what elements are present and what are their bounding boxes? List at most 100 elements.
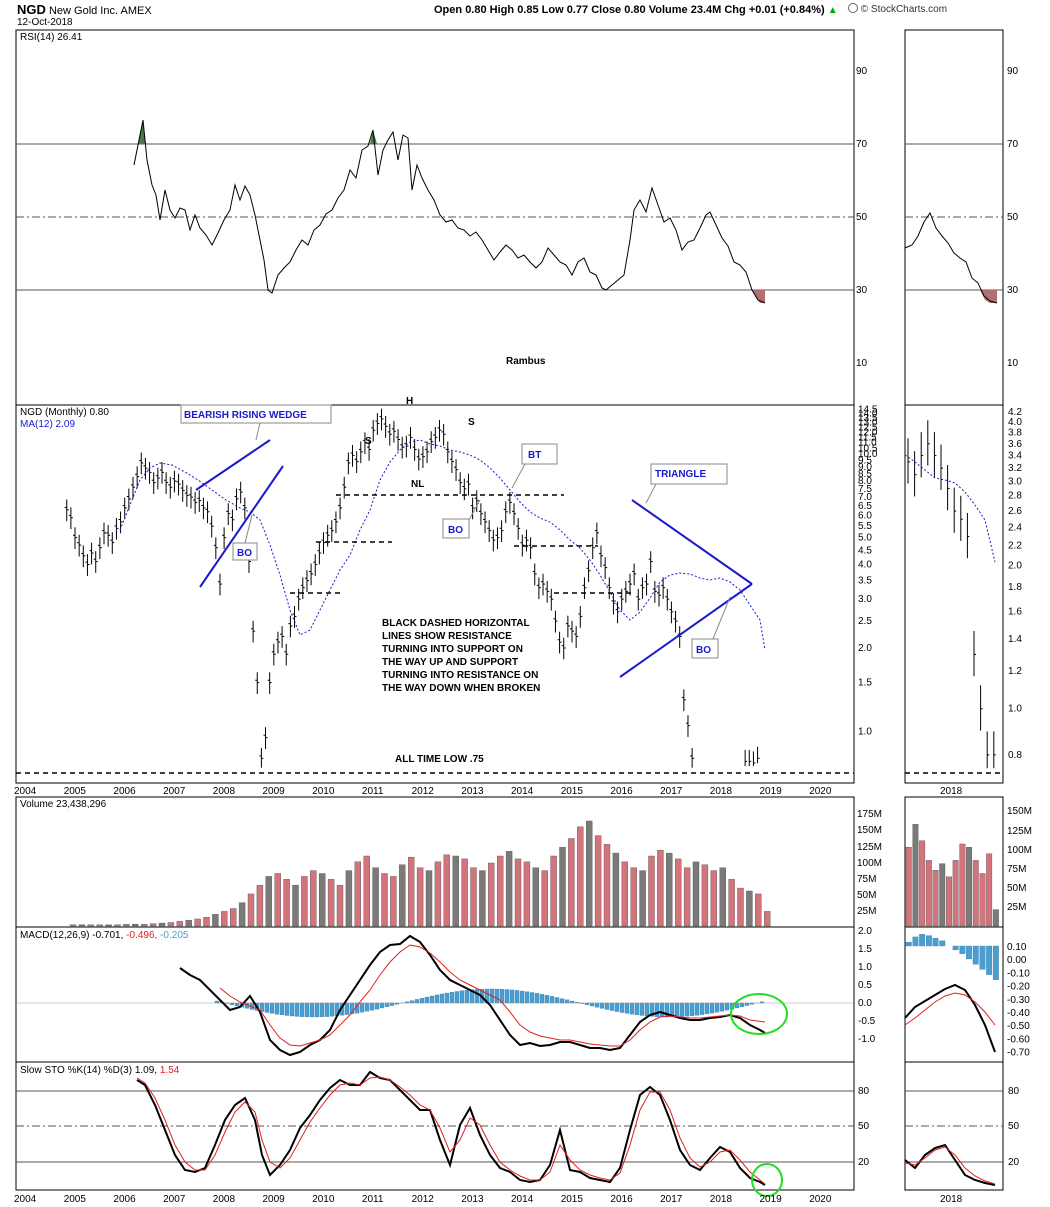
zoom-price-bar (986, 731, 990, 769)
volume-bar (666, 852, 673, 927)
volume-bar (221, 911, 228, 927)
zoom-macd-hist-bar (919, 934, 926, 947)
price-bar (412, 439, 417, 461)
zoom-macd-tick: -0.60 (1007, 1034, 1030, 1045)
price-bar (607, 577, 612, 600)
rsi-tick: 10 (856, 358, 868, 369)
macd-hist-bar (589, 1002, 595, 1007)
note-line-2: LINES SHOW RESISTANCE (382, 631, 512, 642)
price-bar (292, 606, 297, 628)
macd-hist-bar (234, 1002, 240, 1007)
macd-hist-bar (689, 1002, 695, 1016)
macd-hist-bar (279, 1002, 285, 1016)
zoom-price-tick: 2.2 (1008, 541, 1022, 552)
macd-hist-bar (429, 995, 435, 1004)
price-tick: 4.5 (858, 545, 872, 556)
price-bar (574, 626, 579, 648)
macd-hist-bar (639, 1002, 645, 1016)
price-bar (205, 501, 210, 524)
low-label: Low (541, 4, 564, 16)
sto-tick: 20 (858, 1157, 870, 1168)
price-tick: 8.5 (858, 469, 872, 480)
price-bar (470, 497, 475, 520)
volume-bar (149, 923, 157, 927)
macd-hist-bar (699, 1002, 705, 1015)
zoom-price-tick: 2.6 (1008, 506, 1022, 517)
bo2-pointer (468, 499, 481, 521)
price-tick: 2.0 (858, 643, 872, 654)
macd-hist-bar (644, 1002, 650, 1017)
symbol: NGD (17, 2, 46, 17)
macd-hist-bar (464, 990, 470, 1004)
macd-tick: 2.0 (858, 926, 872, 937)
macd-hist-bar (564, 999, 570, 1004)
price-bar (503, 501, 508, 524)
price-bar (636, 588, 641, 611)
price-bar (97, 537, 102, 560)
zoom-macd-hist-bar (925, 935, 932, 947)
price-bar (168, 476, 173, 499)
macd-hist-bar (439, 993, 445, 1004)
macd-tick: 1.5 (858, 944, 872, 955)
zoom-rsi-tick: 10 (1007, 358, 1019, 369)
note-line-5: TURNING INTO RESISTANCE ON (382, 670, 538, 681)
volume-bar (550, 855, 557, 927)
macd-hist-bar (289, 1002, 295, 1017)
volume-bar (746, 890, 753, 927)
bottom-year-tick: 2008 (213, 1194, 236, 1205)
price-bar (118, 511, 123, 534)
price-bar (396, 429, 401, 451)
macd-hist-bar (584, 1002, 590, 1005)
price-bar (143, 457, 148, 480)
macd-hist-bar (724, 1002, 730, 1011)
zoom-price-bar (907, 438, 910, 484)
panel-frames (15, 29, 1004, 1191)
wedge-label: BEARISH RISING WEDGE (184, 410, 307, 421)
price-bar (180, 480, 185, 502)
macd-hist-bar (409, 1000, 415, 1004)
price-bar (532, 563, 537, 586)
head-label: H (406, 396, 413, 407)
price-bar (238, 481, 243, 504)
price-bar (425, 441, 430, 464)
bottom-year-tick: 2005 (64, 1194, 87, 1205)
price-tick: 14.5 (858, 404, 878, 415)
price-tick: 3.0 (858, 594, 872, 605)
volume-bar (87, 924, 95, 927)
price-year-tick: 2009 (263, 786, 286, 797)
volume-bar (461, 858, 468, 927)
price-panel-title: NGD (Monthly) 0.80 (20, 407, 109, 418)
zoom-volume-bar (905, 847, 912, 927)
price-bar (495, 527, 500, 550)
zoom-price-tick: 1.2 (1008, 666, 1022, 677)
price-bar (267, 672, 272, 694)
zoom-price-frame (904, 404, 1004, 784)
price-tick: 4.0 (858, 560, 872, 571)
zoom-macd-hist-bar (939, 940, 946, 947)
zoom-price-bar (966, 512, 970, 559)
price-bar (193, 492, 198, 514)
bottom-year-tick: 2019 (760, 1194, 783, 1205)
zoom-rsi-tick: 50 (1007, 212, 1019, 223)
price-year-tick: 2018 (710, 786, 733, 797)
triangle-label-box (650, 463, 728, 485)
macd-hist-bar (529, 992, 535, 1004)
macd-hist-bar (444, 992, 450, 1004)
macd-hist-bar (534, 993, 540, 1004)
price-bar (284, 643, 289, 666)
volume-bar (470, 867, 477, 927)
volume-bar (319, 873, 326, 927)
price-bar (367, 439, 372, 461)
zoom-volume-bars (905, 824, 999, 927)
macd-tick: 0.5 (858, 980, 872, 991)
volume-bar (701, 864, 709, 927)
price-tick: 9.0 (858, 462, 872, 473)
macd-hist-bar (449, 992, 455, 1004)
volume-bar (381, 873, 388, 927)
price-bar (230, 509, 235, 532)
price-tick: 10.0 (858, 449, 878, 460)
price-bar (673, 610, 678, 633)
price-tick: 7.5 (858, 484, 872, 495)
symbol-line: NGD New Gold Inc. AMEX (17, 2, 152, 17)
zoom-price-bar (940, 444, 943, 490)
